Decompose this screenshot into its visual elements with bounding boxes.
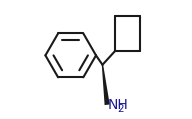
Text: NH: NH xyxy=(108,98,128,112)
Polygon shape xyxy=(102,65,110,105)
Text: 2: 2 xyxy=(117,104,124,114)
